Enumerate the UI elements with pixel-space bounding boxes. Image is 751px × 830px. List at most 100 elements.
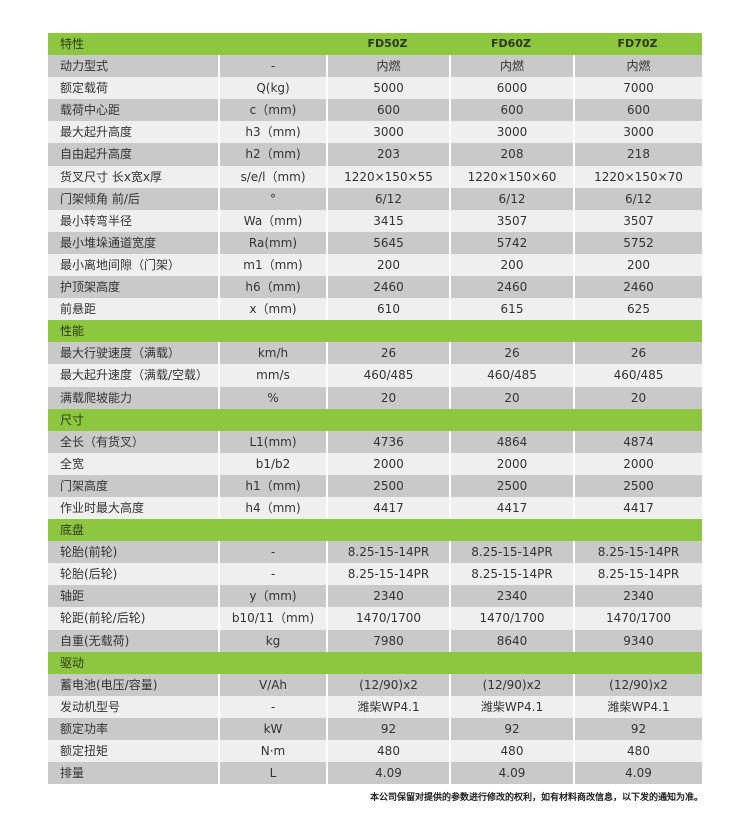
table-row: 轮胎(前轮) -8.25-15-14PR 8.25-15-14PR 8.25-15-1… [48,541,702,564]
spec-label: 轮距(前轮/后轮) [60,611,146,626]
spec-unit: y（mm) [218,585,326,608]
spec-unit: kW [218,717,326,740]
spec-label: 作业时最大高度 [60,500,145,515]
spec-label: 轮胎(前轮) [60,545,118,560]
section-header: 性能 [48,320,702,343]
value-fd70z: 26 [573,342,702,365]
spec-label: 全长（有货叉） [60,434,145,449]
value-fd70z: 3507 [573,209,702,232]
spec-label: 门架倾角 前/后 [60,191,140,206]
table-row: 自重(无载荷) kg 7980 8640 9340 [48,629,702,652]
value-fd50z: 7980 [326,629,449,652]
spec-label: 护顶架高度 [60,280,121,295]
spec-unit: c（mm) [218,99,326,122]
value-fd70z: 92 [573,717,702,740]
table-row: 轴距 y（mm) 2340 2340 2340 [48,585,702,608]
value-fd70z: 460/485 [573,364,702,387]
value-fd50z: 1220×150×55 [326,165,449,188]
value-fd50z: 6/12 [326,187,449,210]
table-row: 最小转弯半径 Wa（mm) 3415 3507 3507 [48,209,702,232]
spec-label: 轮胎(后轮) [60,567,118,582]
spec-label: 满载爬坡能力 [60,390,133,405]
value-fd50z: 2460 [326,276,449,299]
value-fd50z: 2500 [326,474,449,497]
value-fd60z: 2000 [449,452,573,475]
value-fd50z: 480 [326,740,449,763]
value-fd70z: 625 [573,298,702,321]
table-row: 动力型式 - 内燃 内燃 内燃 [48,55,702,78]
table-row: 全长（有货叉） L1(mm) 4736 4864 4874 [48,430,702,453]
value-fd50z: 5645 [326,231,449,254]
value-fd70z: 2000 [573,452,702,475]
value-fd50z: 203 [326,143,449,166]
spec-unit: b1/b2 [218,452,326,475]
table-row: 护顶架高度 h6（mm) 2460 2460 2460 [48,276,702,299]
value-fd70z: 6/12 [573,187,702,210]
table-row: 最大起升速度（满载/空载） mm/s 460/485 460/485 460/485 [48,364,702,387]
value-fd50z: 1470/1700 [326,607,449,630]
value-fd70z: 4.09 [573,762,702,785]
value-fd60z: 1470/1700 [449,607,573,630]
value-fd60z: 8.25-15-14PR [449,541,573,564]
spec-label: 自由起升高度 [60,147,133,162]
spec-unit: s/e/l（mm) [218,165,326,188]
value-fd70z: 8.25-15-14PR [573,563,702,586]
value-fd50z: 92 [326,717,449,740]
spec-label: 蓄电池(电压/容量) [60,677,158,692]
spec-label: 额定功率 [60,721,109,736]
value-fd50z: 26 [326,342,449,365]
spec-unit: m1（mm) [218,253,326,277]
value-fd50z: 8.25-15-14PR [326,541,449,564]
table-row: 最大行驶速度（满载） km/h 26 26 26 [48,342,702,365]
section-title: 底盘 [60,523,85,538]
spec-unit: h3（mm) [218,121,326,144]
spec-label: 货叉尺寸 长x宽x厚 [60,169,163,184]
value-fd50z: 潍柴WP4.1 [326,695,449,718]
value-fd50z: 2000 [326,452,449,475]
value-fd60z: 208 [449,143,573,166]
spec-label: 排量 [60,766,85,781]
table-row: 最小堆垛通道宽度 Ra(mm) 5645 5742 5752 [48,231,702,254]
spec-unit: L [218,762,326,785]
value-fd70z: 2460 [573,276,702,299]
table-row: 自由起升高度 h2（mm) 203 208 218 [48,143,702,166]
value-fd50z: 2340 [326,585,449,608]
table-row: 最大起升高度 h3（mm) 3000 3000 3000 [48,121,702,144]
spec-unit: b10/11（mm) [218,607,326,630]
value-fd70z: 480 [573,740,702,763]
spec-label: 额定载荷 [60,81,109,96]
spec-unit: - [218,55,326,78]
value-fd70z: 600 [573,99,702,122]
spec-unit: h4（mm) [218,496,326,520]
section-header: 驱动 [48,651,702,674]
value-fd60z: 1220×150×60 [449,165,573,188]
table-row: 前悬距 x（mm) 610 615 625 [48,298,702,321]
value-fd60z: 5742 [449,231,573,254]
spec-label: 门架高度 [60,478,109,493]
spec-label: 发动机型号 [60,699,121,714]
table-row: 额定功率 kW 92 92 92 [48,717,702,740]
spec-unit: N·m [218,740,326,763]
table-row: 载荷中心距 c（mm) 600 600 600 [48,99,702,122]
table-header-row: 特性 FD50Z FD60Z FD70Z [48,33,702,56]
value-fd70z: 4417 [573,496,702,520]
value-fd70z: 218 [573,143,702,166]
value-fd60z: 26 [449,342,573,365]
table-row: 门架高度 h1（mm) 2500 2500 2500 [48,474,702,497]
value-fd70z: 9340 [573,629,702,652]
spec-label: 最大起升速度（满载/空载） [60,368,209,383]
spec-unit: km/h [218,342,326,365]
spec-label: 载荷中心距 [60,103,121,118]
table-row: 货叉尺寸 长x宽x厚 s/e/l（mm) 1220×150×55 1220×150×6… [48,165,702,188]
spec-label: 最小转弯半径 [60,213,133,228]
spec-unit: h6（mm) [218,276,326,299]
value-fd50z: (12/90)x2 [326,673,449,696]
table-row: 门架倾角 前/后 ° 6/12 6/12 6/12 [48,187,702,210]
value-fd70z: 4874 [573,430,702,453]
model-fd50z: FD50Z [367,37,408,50]
value-fd60z: 600 [449,99,573,122]
value-fd70z: 1220×150×70 [573,165,702,188]
value-fd50z: 4736 [326,430,449,453]
value-fd60z: 200 [449,253,573,277]
value-fd60z: 8640 [449,629,573,652]
